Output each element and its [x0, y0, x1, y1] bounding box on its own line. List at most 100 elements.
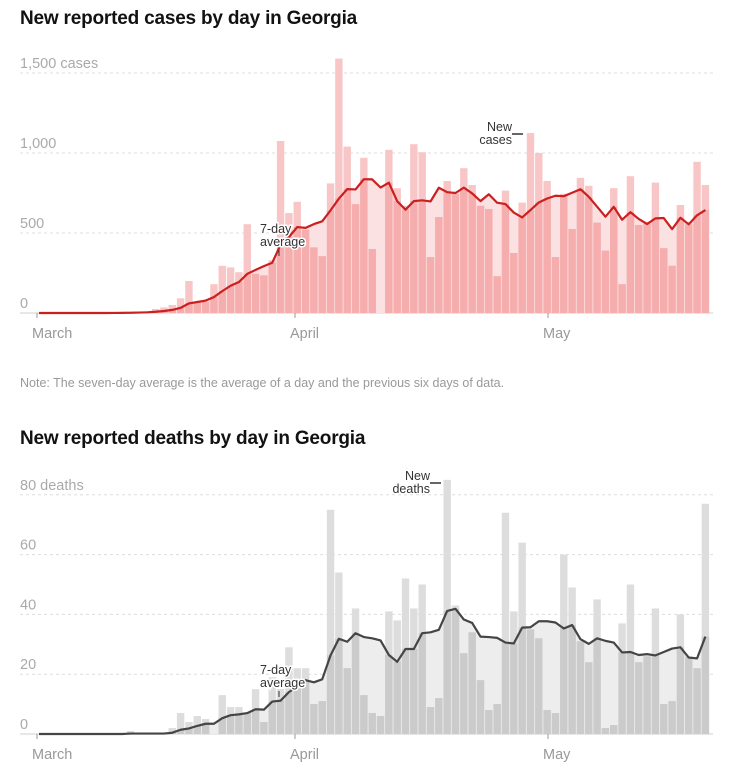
bar-below-average [568, 625, 576, 734]
bar-below-average [460, 187, 468, 313]
bar-below-average [626, 212, 635, 313]
bar-below-average [426, 257, 435, 313]
bar-below-average [418, 633, 426, 734]
bar [176, 298, 185, 313]
bar-below-average [518, 627, 526, 734]
bar [176, 713, 185, 734]
bar-below-average [568, 229, 576, 313]
bar-below-average [201, 723, 210, 734]
bar-below-average [318, 256, 326, 313]
bar-below-average [310, 704, 318, 734]
bar-below-average [651, 218, 660, 313]
bar-below-average [510, 643, 518, 734]
bar-below-average [293, 686, 301, 734]
bar-below-average [385, 654, 393, 734]
bar-below-average [410, 201, 418, 313]
bar-below-average [351, 204, 360, 313]
seven-day-average-line [39, 178, 706, 315]
bar-below-average [560, 628, 568, 734]
y-tick-label: 1,500 cases [20, 56, 98, 72]
y-tick-label: 80 deaths [20, 478, 84, 494]
bar-below-average [668, 701, 676, 734]
bar-below-average [226, 285, 235, 313]
bar-below-average [218, 718, 226, 734]
y-tick-label: 20 [20, 657, 36, 673]
bar-below-average [360, 179, 368, 313]
bar-below-average [243, 273, 251, 313]
bar [285, 647, 293, 734]
bar-below-average [576, 641, 585, 734]
bar-below-average [610, 206, 618, 313]
bar-below-average [676, 647, 685, 734]
bar-below-average [410, 648, 418, 734]
bar-below-average [235, 714, 243, 734]
x-tick-label: May [543, 326, 571, 342]
bar-below-average [268, 701, 276, 734]
bar-below-average [618, 284, 626, 313]
bar-below-average [660, 704, 668, 734]
bar-below-average [360, 695, 368, 734]
bar [326, 509, 335, 734]
bar-below-average [368, 249, 376, 313]
bar-below-average [676, 217, 685, 313]
bar-below-average [476, 680, 485, 734]
bar-below-average [551, 257, 560, 313]
bar-below-average [460, 653, 468, 734]
bar-below-average [601, 728, 610, 734]
x-tick-label: March [32, 326, 72, 342]
bar-below-average [176, 307, 185, 313]
bar-below-average [276, 700, 285, 734]
deaths-chart-title: New reported deaths by day in Georgia [20, 428, 366, 449]
bar [218, 265, 226, 313]
average-annotation-line2: average [260, 235, 305, 249]
bar-below-average [635, 662, 643, 734]
bar-below-average [301, 229, 310, 313]
bar-below-average [176, 729, 185, 734]
bar-below-average [551, 713, 560, 734]
y-tick-label: 500 [20, 216, 44, 232]
bar-below-average [593, 638, 601, 734]
new-bars-annotation-line1: New [405, 469, 431, 483]
bar [443, 479, 451, 734]
bar-below-average [393, 201, 401, 313]
bar-below-average [335, 198, 343, 313]
bar-below-average [618, 652, 626, 734]
chart-note: Note: The seven-day average is the avera… [20, 376, 505, 390]
bar-below-average [310, 247, 318, 313]
bar-below-average [451, 608, 460, 734]
bar-below-average [610, 725, 618, 734]
bar-below-average [260, 722, 268, 734]
bar-below-average [335, 638, 343, 734]
bar-below-average [168, 309, 176, 313]
x-tick-label: April [290, 326, 319, 342]
bar-below-average [593, 222, 601, 313]
bar [501, 512, 510, 734]
average-annotation-line1: 7-day [260, 663, 292, 677]
bar-below-average [243, 713, 251, 734]
bar-below-average [585, 662, 593, 734]
bar-below-average [210, 297, 218, 313]
y-tick-label: 1,000 [20, 136, 56, 152]
bar-below-average [351, 633, 360, 734]
bar-below-average [293, 227, 301, 313]
bar [701, 503, 710, 734]
bar-below-average [485, 209, 493, 313]
bar-below-average [493, 704, 501, 734]
bar-below-average [418, 200, 426, 313]
bar-below-average [701, 636, 710, 734]
bar-below-average [643, 224, 651, 313]
bar-below-average [185, 303, 193, 313]
x-tick-label: May [543, 747, 571, 763]
bar-below-average [251, 273, 260, 313]
y-tick-label: 40 [20, 597, 36, 613]
bar-below-average [343, 189, 351, 313]
bar-below-average [201, 301, 210, 313]
bar-below-average [285, 692, 293, 734]
bar-below-average [426, 707, 435, 734]
bar-below-average [535, 638, 543, 734]
bar-below-average [435, 698, 443, 734]
bar-below-average [326, 655, 335, 734]
bar-below-average [235, 282, 243, 313]
bar-below-average [443, 610, 451, 734]
